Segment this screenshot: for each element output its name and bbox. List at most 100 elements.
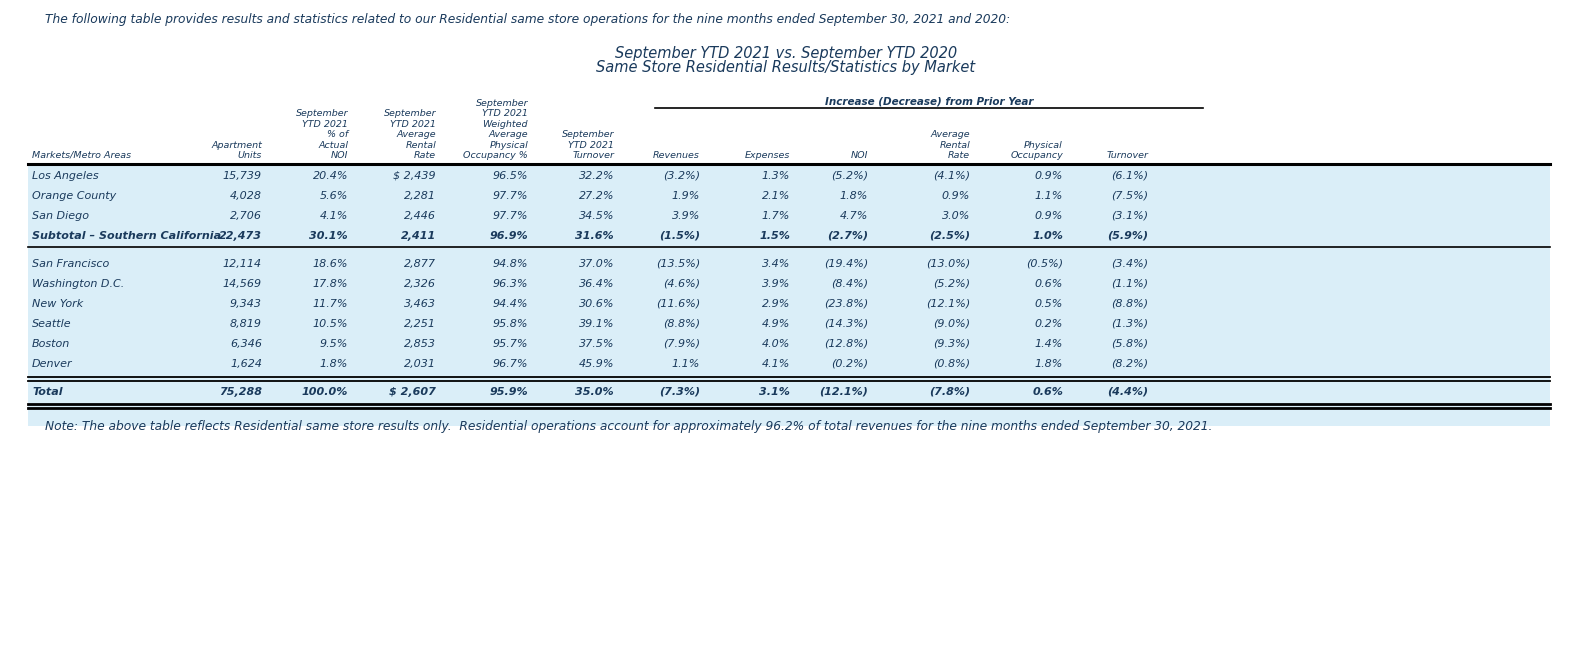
Text: Note: The above table reflects Residential same store results only.  Residential: Note: The above table reflects Residenti… — [46, 420, 1213, 433]
Text: (7.8%): (7.8%) — [930, 387, 971, 397]
Text: 35.0%: 35.0% — [576, 387, 613, 397]
Text: New York: New York — [31, 299, 83, 309]
Text: (14.3%): (14.3%) — [824, 319, 868, 329]
Text: (8.8%): (8.8%) — [662, 319, 700, 329]
Text: Subtotal – Southern California: Subtotal – Southern California — [31, 231, 222, 241]
Text: 39.1%: 39.1% — [579, 319, 613, 329]
Text: 5.6%: 5.6% — [319, 191, 348, 201]
Text: 1,624: 1,624 — [230, 359, 263, 369]
Text: 2,877: 2,877 — [404, 259, 436, 269]
Text: 30.6%: 30.6% — [579, 299, 613, 309]
Text: (7.3%): (7.3%) — [659, 387, 700, 397]
Text: 32.2%: 32.2% — [579, 171, 613, 181]
Text: 20.4%: 20.4% — [313, 171, 348, 181]
Text: (0.5%): (0.5%) — [1026, 259, 1063, 269]
Text: (1.5%): (1.5%) — [659, 231, 700, 241]
Text: 1.1%: 1.1% — [672, 359, 700, 369]
Text: (5.2%): (5.2%) — [831, 171, 868, 181]
Text: 95.9%: 95.9% — [489, 387, 529, 397]
Text: (3.4%): (3.4%) — [1111, 259, 1148, 269]
Text: 3,463: 3,463 — [404, 299, 436, 309]
Text: 4.0%: 4.0% — [761, 339, 790, 349]
Text: 1.9%: 1.9% — [672, 191, 700, 201]
Text: (5.2%): (5.2%) — [933, 279, 971, 289]
Text: (9.3%): (9.3%) — [933, 339, 971, 349]
Text: September
YTD 2021
Weighted
Average
Physical
Occupancy %: September YTD 2021 Weighted Average Phys… — [464, 99, 529, 160]
Text: Washington D.C.: Washington D.C. — [31, 279, 124, 289]
Text: 0.5%: 0.5% — [1035, 299, 1063, 309]
Text: 96.3%: 96.3% — [492, 279, 529, 289]
Text: 3.9%: 3.9% — [672, 211, 700, 221]
Text: 14,569: 14,569 — [223, 279, 263, 289]
Text: 17.8%: 17.8% — [313, 279, 348, 289]
Text: 36.4%: 36.4% — [579, 279, 613, 289]
Text: Los Angeles: Los Angeles — [31, 171, 99, 181]
Text: 2,326: 2,326 — [404, 279, 436, 289]
Text: 12,114: 12,114 — [223, 259, 263, 269]
Text: Increase (Decrease) from Prior Year: Increase (Decrease) from Prior Year — [824, 96, 1033, 106]
Text: 2,411: 2,411 — [401, 231, 436, 241]
Text: 1.7%: 1.7% — [761, 211, 790, 221]
Text: 34.5%: 34.5% — [579, 211, 613, 221]
Text: September
YTD 2021
Average
Rental
Rate: September YTD 2021 Average Rental Rate — [384, 110, 436, 160]
Text: 15,739: 15,739 — [223, 171, 263, 181]
Text: 1.3%: 1.3% — [761, 171, 790, 181]
Text: 4.7%: 4.7% — [840, 211, 868, 221]
Text: 95.7%: 95.7% — [492, 339, 529, 349]
Text: (2.7%): (2.7%) — [827, 231, 868, 241]
Text: Markets/Metro Areas: Markets/Metro Areas — [31, 151, 131, 160]
Text: 0.6%: 0.6% — [1035, 279, 1063, 289]
Text: 2,251: 2,251 — [404, 319, 436, 329]
Text: September
YTD 2021
Turnover: September YTD 2021 Turnover — [562, 130, 613, 160]
Text: Boston: Boston — [31, 339, 71, 349]
Text: 10.5%: 10.5% — [313, 319, 348, 329]
Text: 31.6%: 31.6% — [576, 231, 613, 241]
Text: 75,288: 75,288 — [219, 387, 263, 397]
Text: 2,281: 2,281 — [404, 191, 436, 201]
Text: (11.6%): (11.6%) — [656, 299, 700, 309]
Text: (3.1%): (3.1%) — [1111, 211, 1148, 221]
Text: 18.6%: 18.6% — [313, 259, 348, 269]
Text: 94.8%: 94.8% — [492, 259, 529, 269]
Text: September YTD 2021 vs. September YTD 2020: September YTD 2021 vs. September YTD 202… — [615, 46, 956, 61]
Text: (13.0%): (13.0%) — [926, 259, 971, 269]
Text: 0.6%: 0.6% — [1032, 387, 1063, 397]
Text: 96.7%: 96.7% — [492, 359, 529, 369]
Text: 94.4%: 94.4% — [492, 299, 529, 309]
Text: (8.8%): (8.8%) — [1111, 299, 1148, 309]
Text: (8.4%): (8.4%) — [831, 279, 868, 289]
Text: 4.1%: 4.1% — [761, 359, 790, 369]
Text: 0.2%: 0.2% — [1035, 319, 1063, 329]
Text: Seattle: Seattle — [31, 319, 72, 329]
Text: 95.8%: 95.8% — [492, 319, 529, 329]
Text: 2.9%: 2.9% — [761, 299, 790, 309]
Text: Revenues: Revenues — [653, 151, 700, 160]
Text: 11.7%: 11.7% — [313, 299, 348, 309]
Text: 22,473: 22,473 — [219, 231, 263, 241]
Text: September
YTD 2021
% of
Actual
NOI: September YTD 2021 % of Actual NOI — [296, 110, 348, 160]
Text: Denver: Denver — [31, 359, 72, 369]
Text: Average
Rental
Rate: Average Rental Rate — [930, 130, 971, 160]
Text: Same Store Residential Results/Statistics by Market: Same Store Residential Results/Statistic… — [596, 60, 975, 75]
Text: 0.9%: 0.9% — [1035, 171, 1063, 181]
Text: (4.6%): (4.6%) — [662, 279, 700, 289]
Text: Orange County: Orange County — [31, 191, 116, 201]
Text: (0.2%): (0.2%) — [831, 359, 868, 369]
Text: 3.0%: 3.0% — [942, 211, 971, 221]
Text: 1.5%: 1.5% — [760, 231, 790, 241]
Text: (8.2%): (8.2%) — [1111, 359, 1148, 369]
Text: 4.9%: 4.9% — [761, 319, 790, 329]
Text: 96.5%: 96.5% — [492, 171, 529, 181]
Text: (12.8%): (12.8%) — [824, 339, 868, 349]
Text: Physical
Occupancy: Physical Occupancy — [1010, 141, 1063, 160]
Text: 97.7%: 97.7% — [492, 211, 529, 221]
Text: (19.4%): (19.4%) — [824, 259, 868, 269]
Bar — [28, 163, 1549, 426]
Text: 0.9%: 0.9% — [1035, 211, 1063, 221]
Text: 100.0%: 100.0% — [302, 387, 348, 397]
Text: (2.5%): (2.5%) — [930, 231, 971, 241]
Text: San Francisco: San Francisco — [31, 259, 109, 269]
Text: (4.4%): (4.4%) — [1107, 387, 1148, 397]
Text: (3.2%): (3.2%) — [662, 171, 700, 181]
Text: 37.0%: 37.0% — [579, 259, 613, 269]
